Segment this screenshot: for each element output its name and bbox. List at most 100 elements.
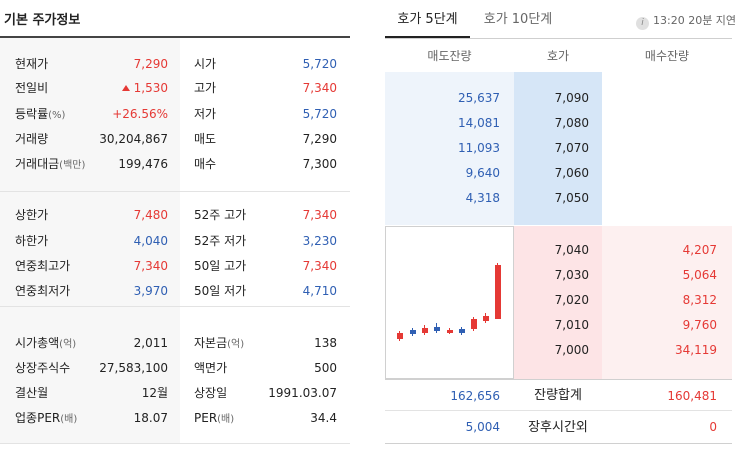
bid-qty-bg xyxy=(602,226,732,379)
info-value: 3,230 xyxy=(302,234,337,248)
info-icon[interactable]: i xyxy=(636,17,649,30)
candle-body xyxy=(483,316,489,321)
delay-info: i 13:20 20분 지연 xyxy=(636,12,735,30)
info-value: 7,480 xyxy=(133,208,168,222)
ask-row[interactable]: 4,318 7,050 xyxy=(385,186,732,211)
bid-row[interactable]: 7,040 4,207 xyxy=(385,238,732,263)
info-label: 거래량 xyxy=(15,132,49,146)
info-label: 하한가 xyxy=(15,234,49,248)
divider xyxy=(0,36,350,38)
info-label: 50일 저가 xyxy=(194,284,247,298)
candle-body xyxy=(434,327,440,331)
bid-price: 7,040 xyxy=(554,243,589,257)
info-label: PER(배) xyxy=(194,411,235,425)
info-value: 30,204,867 xyxy=(99,132,168,146)
info-value: 7,290 xyxy=(302,132,337,146)
bid-row[interactable]: 7,010 9,760 xyxy=(385,313,732,338)
ask-qty: 4,318 xyxy=(465,191,500,205)
info-value: 7,340 xyxy=(302,259,337,273)
info-label: 상한가 xyxy=(15,208,49,222)
afterhours-label: 장후시간외 xyxy=(528,420,588,435)
bid-qty: 34,119 xyxy=(675,343,717,357)
total-row: 162,656 잔량합계 160,481 xyxy=(385,379,732,411)
ask-row[interactable]: 9,640 7,060 xyxy=(385,161,732,186)
info-label: 시가 xyxy=(194,57,217,71)
ask-price: 7,050 xyxy=(554,191,589,205)
info-row: 거래대금(백만) 199,476 매수 7,300 xyxy=(0,154,350,174)
info-row: 거래량 30,204,867 매도 7,290 xyxy=(0,129,350,149)
info-value: 18.07 xyxy=(133,411,168,425)
info-label: 저가 xyxy=(194,107,217,121)
candle-body xyxy=(495,265,501,319)
info-value: 1991.03.07 xyxy=(268,386,337,400)
info-row: 상한가 7,480 52주 고가 7,340 xyxy=(0,205,350,225)
ask-price: 7,070 xyxy=(554,141,589,155)
info-value: 5,720 xyxy=(302,107,337,121)
info-value: 12월 xyxy=(141,386,168,400)
ask-row[interactable]: 14,081 7,080 xyxy=(385,111,732,136)
info-value: 27,583,100 xyxy=(99,361,168,375)
info-row: 결산월 12월 상장일 1991.03.07 xyxy=(0,383,350,403)
company-section xyxy=(0,307,350,444)
info-value: 500 xyxy=(314,361,337,375)
divider xyxy=(385,38,732,39)
info-value: 5,720 xyxy=(302,57,337,71)
bid-qty: 9,760 xyxy=(682,318,717,332)
info-row: 전일비 1,530 고가 7,340 xyxy=(0,78,350,98)
info-label: 매수 xyxy=(194,157,217,171)
info-value: 7,340 xyxy=(133,259,168,273)
header-sell-qty: 매도잔량 xyxy=(427,49,472,63)
bid-row[interactable]: 7,020 8,312 xyxy=(385,288,732,313)
delay-text: 13:20 20분 지연 xyxy=(653,14,735,27)
bid-price: 7,020 xyxy=(554,293,589,307)
header-buy-qty: 매수잔량 xyxy=(644,49,690,63)
info-label: 액면가 xyxy=(194,361,228,375)
info-label: 52주 고가 xyxy=(194,208,247,222)
info-row: 등락률(%) +26.56% 저가 5,720 xyxy=(0,104,350,124)
tab-5-level[interactable]: 호가 5단계 xyxy=(385,3,470,38)
info-label: 52주 저가 xyxy=(194,234,247,248)
info-row: 연중최고가 7,340 50일 고가 7,340 xyxy=(0,256,350,276)
bid-row[interactable]: 7,000 34,119 xyxy=(385,338,732,363)
info-label: 50일 고가 xyxy=(194,259,247,273)
tab-10-level[interactable]: 호가 10단계 xyxy=(483,12,553,27)
candle-body xyxy=(447,330,453,333)
range-section xyxy=(0,192,350,307)
header-price: 호가 xyxy=(546,49,570,63)
ask-qty: 9,640 xyxy=(465,166,500,180)
info-label: 거래대금(백만) xyxy=(15,157,86,171)
info-value: 7,290 xyxy=(133,57,168,71)
info-label: 고가 xyxy=(194,81,217,95)
ask-qty: 11,093 xyxy=(458,141,500,155)
info-value: 4,710 xyxy=(302,284,337,298)
info-label: 상장주식수 xyxy=(15,361,71,375)
bid-qty: 4,207 xyxy=(682,243,717,257)
bid-row[interactable]: 7,030 5,064 xyxy=(385,263,732,288)
ask-qty: 14,081 xyxy=(458,116,500,130)
info-label: 시가총액(억) xyxy=(15,336,77,350)
bid-price: 7,030 xyxy=(554,268,589,282)
ask-row[interactable]: 25,637 7,090 xyxy=(385,86,732,111)
info-label: 연중최고가 xyxy=(15,259,71,273)
bid-qty: 5,064 xyxy=(682,268,717,282)
info-row: 하한가 4,040 52주 저가 3,230 xyxy=(0,231,350,251)
info-label: 전일비 xyxy=(15,81,49,95)
mini-candle-chart xyxy=(385,226,514,379)
ask-row[interactable]: 11,093 7,070 xyxy=(385,136,732,161)
info-value: +26.56% xyxy=(112,107,168,121)
afterhours-row: 5,004 장후시간외 0 xyxy=(385,411,732,444)
info-value: 3,970 xyxy=(133,284,168,298)
ask-qty-bg xyxy=(385,72,514,225)
info-value: 7,340 xyxy=(302,208,337,222)
info-value: 34.4 xyxy=(310,411,337,425)
candle-body xyxy=(397,333,403,339)
candle-body xyxy=(410,330,416,334)
arrow-up-icon xyxy=(121,85,130,91)
info-value: 2,011 xyxy=(133,336,168,350)
candle-body xyxy=(459,329,465,333)
info-label: 상장일 xyxy=(194,386,228,400)
candle-body xyxy=(471,319,477,329)
total-sell: 162,656 xyxy=(450,389,500,403)
info-row: 현재가 7,290 시가 5,720 xyxy=(0,54,350,74)
info-label: 현재가 xyxy=(15,57,49,71)
